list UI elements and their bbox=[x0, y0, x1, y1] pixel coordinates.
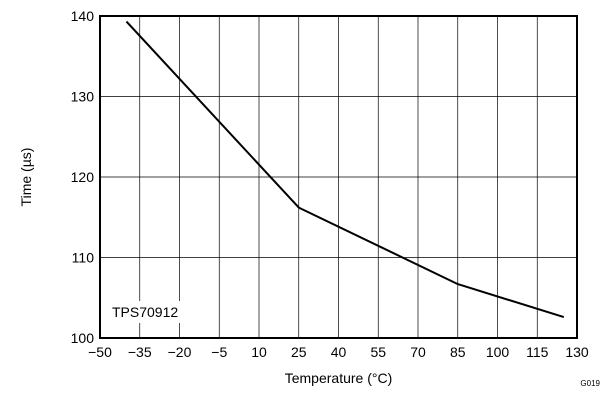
x-tick-label: 40 bbox=[331, 344, 347, 360]
y-tick-label: 120 bbox=[71, 169, 95, 185]
y-tick-label: 110 bbox=[72, 250, 95, 266]
x-tick-label: 55 bbox=[370, 344, 386, 360]
y-tick-labels: 100 110 120 130 140 bbox=[71, 8, 95, 346]
series-group bbox=[125, 20, 565, 319]
x-tick-label: 25 bbox=[291, 344, 307, 360]
y-tick-label: 100 bbox=[71, 330, 95, 346]
series-line bbox=[125, 20, 565, 319]
x-tick-label: 70 bbox=[410, 344, 426, 360]
x-tick-label: 10 bbox=[251, 344, 267, 360]
y-tick-label: 140 bbox=[71, 8, 95, 24]
x-tick-label: 115 bbox=[526, 344, 549, 360]
grid bbox=[100, 16, 577, 338]
x-tick-label: −5 bbox=[211, 344, 227, 360]
x-tick-label: 130 bbox=[565, 344, 589, 360]
x-tick-label: −20 bbox=[168, 344, 192, 360]
y-axis-label: Time (µs) bbox=[18, 148, 34, 207]
plot-frame bbox=[99, 15, 578, 339]
annotation-background bbox=[108, 301, 208, 323]
x-tick-label: 100 bbox=[486, 344, 510, 360]
x-tick-label: 85 bbox=[450, 344, 466, 360]
x-tick-label: −50 bbox=[88, 344, 112, 360]
device-annotation: TPS70912 bbox=[112, 304, 178, 320]
x-axis-label: Temperature (°C) bbox=[285, 370, 393, 386]
y-tick-label: 130 bbox=[71, 89, 95, 105]
figure-id: G019 bbox=[580, 379, 600, 388]
x-tick-label: −35 bbox=[128, 344, 152, 360]
x-tick-labels: −50 −35 −20 −5 10 25 40 55 70 85 100 115 130 bbox=[88, 344, 589, 360]
